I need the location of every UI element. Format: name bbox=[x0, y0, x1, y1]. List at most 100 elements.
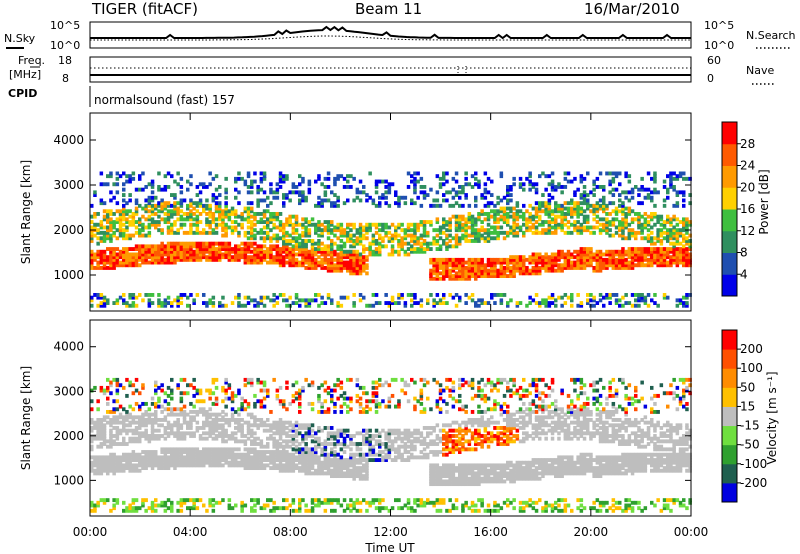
echo-cell bbox=[640, 236, 644, 241]
echo-cell bbox=[470, 220, 475, 224]
echo-cell bbox=[688, 244, 692, 249]
echo-cell bbox=[579, 257, 584, 262]
echo-cell bbox=[253, 447, 257, 452]
echo-cell bbox=[474, 230, 478, 235]
echo-cell bbox=[131, 255, 136, 260]
echo-cell bbox=[176, 249, 180, 254]
echo-cell bbox=[490, 201, 494, 206]
echo-cell bbox=[246, 460, 251, 465]
echo-cell bbox=[240, 434, 244, 438]
echo-cell bbox=[93, 426, 97, 430]
echo-cell bbox=[566, 201, 571, 206]
echo-cell bbox=[653, 247, 657, 251]
echo-cell bbox=[122, 500, 126, 505]
echo-cell bbox=[454, 257, 459, 262]
echo-cell bbox=[621, 217, 625, 222]
echo-cell bbox=[458, 271, 462, 276]
echo-cell bbox=[301, 255, 305, 260]
echo-cell bbox=[102, 260, 107, 265]
echo-cell bbox=[250, 442, 254, 446]
echo-cell bbox=[230, 396, 235, 401]
echo-cell bbox=[326, 244, 331, 249]
echo-cell bbox=[266, 388, 270, 393]
echo-cell bbox=[419, 298, 424, 303]
echo-cell bbox=[147, 463, 152, 468]
echo-cell bbox=[659, 222, 664, 227]
echo-cell bbox=[352, 241, 356, 246]
echo-cell bbox=[605, 295, 609, 300]
echo-cell bbox=[109, 260, 113, 265]
echo-cell bbox=[346, 506, 350, 511]
echo-cell bbox=[678, 233, 683, 238]
echo-cell bbox=[435, 247, 440, 251]
echo-cell bbox=[150, 401, 155, 406]
echo-cell bbox=[166, 434, 171, 438]
echo-cell bbox=[333, 401, 337, 406]
echo-cell bbox=[259, 179, 264, 184]
echo-cell bbox=[413, 228, 417, 233]
echo-cell bbox=[509, 266, 513, 270]
echo-cell bbox=[179, 423, 184, 428]
echo-cell bbox=[266, 225, 270, 230]
echo-cell bbox=[275, 439, 280, 444]
echo-cell bbox=[195, 450, 200, 454]
echo-cell bbox=[614, 206, 619, 211]
echo-cell bbox=[285, 174, 289, 179]
echo-cell bbox=[118, 220, 123, 224]
echo-cell bbox=[326, 407, 331, 412]
echo-cell bbox=[611, 249, 616, 254]
echo-cell bbox=[582, 260, 587, 265]
echo-cell bbox=[307, 468, 312, 473]
echo-cell bbox=[602, 263, 606, 268]
echo-cell bbox=[384, 185, 388, 189]
echo-cell bbox=[355, 195, 360, 200]
echo-cell bbox=[307, 303, 312, 308]
echo-cell bbox=[515, 303, 520, 308]
echo-cell bbox=[218, 193, 222, 197]
echo-cell bbox=[250, 458, 254, 462]
echo-cell bbox=[595, 257, 600, 262]
echo-cell bbox=[592, 225, 596, 230]
echo-cell bbox=[586, 214, 590, 219]
echo-cell bbox=[486, 201, 491, 206]
echo-cell bbox=[605, 249, 609, 254]
echo-cell bbox=[195, 244, 200, 249]
echo-cell bbox=[160, 247, 164, 251]
echo-cell bbox=[528, 220, 532, 224]
echo-cell bbox=[602, 185, 606, 189]
echo-cell bbox=[230, 452, 235, 457]
echo-cell bbox=[259, 217, 264, 222]
echo-cell bbox=[109, 217, 113, 222]
echo-cell bbox=[112, 466, 116, 471]
echo-cell bbox=[560, 190, 564, 195]
echo-cell bbox=[576, 220, 580, 224]
echo-cell bbox=[218, 452, 222, 457]
echo-cell bbox=[278, 466, 283, 471]
echo-cell bbox=[461, 185, 465, 189]
echo-cell bbox=[259, 450, 264, 454]
echo-cell bbox=[269, 220, 273, 224]
echo-cell bbox=[275, 190, 280, 195]
echo-cell bbox=[186, 212, 190, 216]
echo-cell bbox=[246, 225, 251, 230]
echo-cell bbox=[582, 185, 587, 189]
echo-cell bbox=[506, 274, 510, 278]
echo-cell bbox=[346, 471, 350, 476]
echo-cell bbox=[179, 247, 184, 251]
echo-cell bbox=[227, 452, 232, 457]
echo-cell bbox=[134, 452, 139, 457]
echo-cell bbox=[189, 217, 193, 222]
echo-cell bbox=[186, 412, 190, 417]
echo-cell bbox=[474, 268, 478, 273]
echo-cell bbox=[496, 225, 500, 230]
echo-cell bbox=[250, 201, 254, 206]
echo-cell bbox=[224, 176, 228, 181]
echo-cell bbox=[125, 260, 129, 265]
echo-cell bbox=[301, 249, 305, 254]
echo-cell bbox=[179, 244, 184, 249]
echo-cell bbox=[339, 393, 344, 398]
echo-cell bbox=[506, 260, 510, 265]
echo-cell bbox=[656, 255, 660, 260]
echo-cell bbox=[595, 214, 600, 219]
echo-cell bbox=[256, 458, 260, 462]
